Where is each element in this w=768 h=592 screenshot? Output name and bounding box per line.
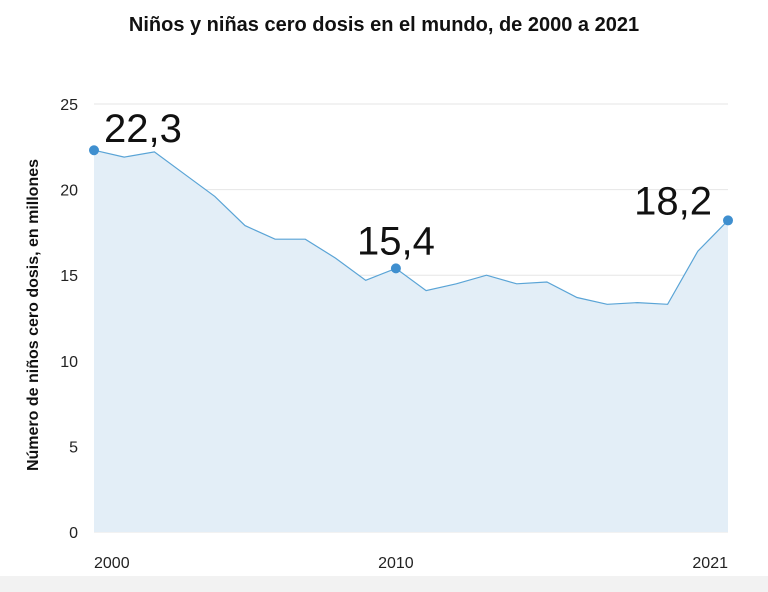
- chart-title: Niños y niñas cero dosis en el mundo, de…: [128, 14, 640, 36]
- annotation-label: 18,2: [634, 179, 712, 223]
- x-tick-label: 2010: [378, 555, 414, 572]
- annotation-marker: [390, 263, 401, 274]
- x-tick-label: 2021: [692, 555, 728, 572]
- area-fill: [94, 150, 728, 532]
- series-line: [93, 149, 729, 305]
- y-tick-label: 15: [60, 268, 78, 285]
- y-tick-labels: 0 5 10 15 20 25: [60, 97, 78, 542]
- annotation-markers: [89, 145, 733, 274]
- annotation-marker: [723, 215, 733, 226]
- x-tick-label: 2000: [94, 555, 130, 572]
- bottom-strip: [0, 576, 768, 592]
- y-tick-label: 10: [60, 354, 78, 371]
- annotation-labels: 22,3 15,4 18,2: [104, 107, 712, 263]
- y-tick-label: 25: [60, 97, 78, 114]
- annotation-marker: [89, 145, 99, 156]
- annotation-label: 15,4: [357, 219, 435, 263]
- y-tick-label: 0: [69, 525, 78, 542]
- y-tick-label: 5: [69, 439, 78, 456]
- annotation-label: 22,3: [104, 107, 182, 151]
- y-tick-label: 20: [60, 183, 78, 200]
- x-tick-labels: 2000 2010 2021: [94, 555, 728, 572]
